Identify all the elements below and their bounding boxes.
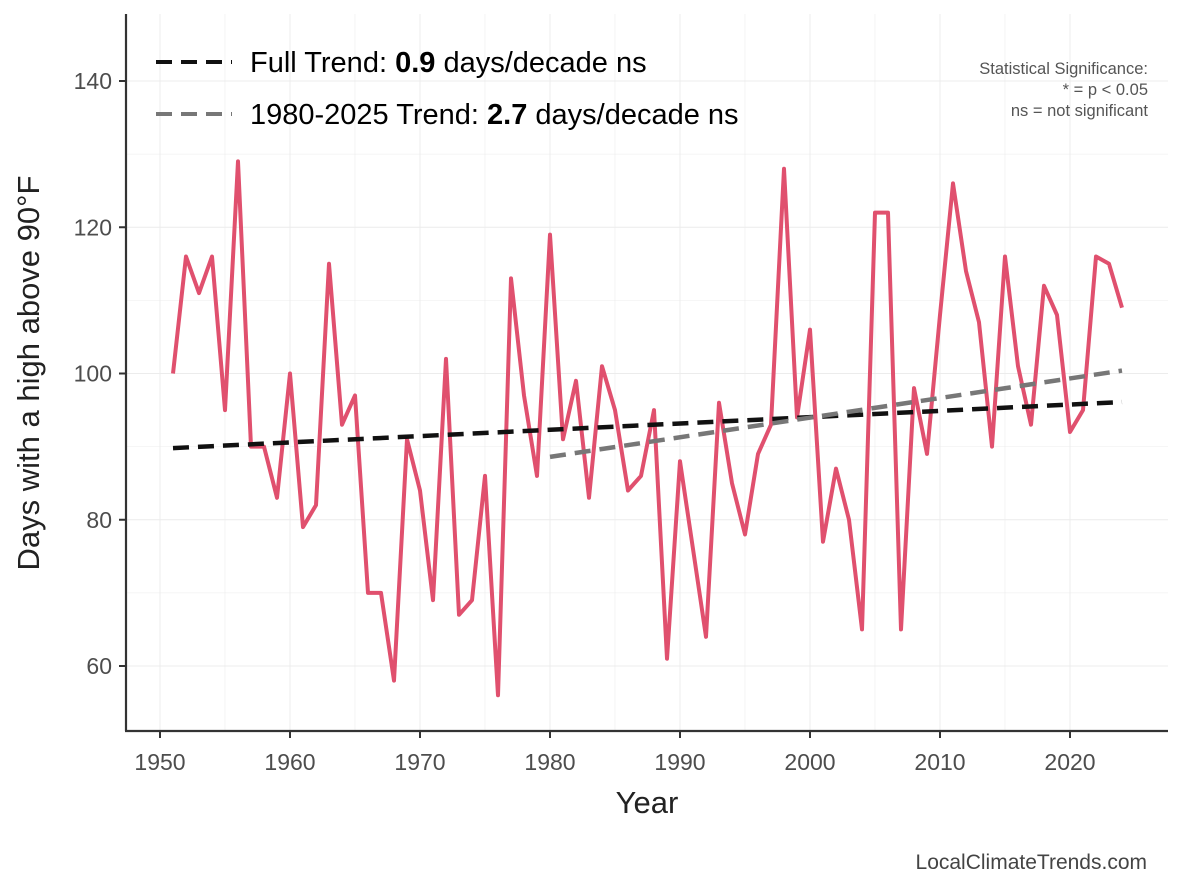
y-tick-label: 100 [74,361,112,387]
x-ticks: 1950 1960 1970 1980 1990 2000 2010 2020 [134,731,1096,775]
y-ticks: 60 80 100 120 140 [74,68,126,679]
x-tick-label: 2020 [1044,749,1095,775]
legend-label-recent: 1980-2025 Trend: 2.7 days/decade ns [250,99,739,131]
x-tick-label: 2010 [914,749,965,775]
significance-note-line2: ns = not significant [1011,102,1149,120]
x-tick-label: 1950 [134,749,185,775]
x-tick-label: 1970 [394,749,445,775]
trend-line-recent [549,368,1123,460]
legend-label-full: Full Trend: 0.9 days/decade ns [250,47,647,79]
y-tick-label: 60 [86,653,112,679]
significance-note-line1: * = p < 0.05 [1063,81,1148,99]
significance-note-title: Statistical Significance: [979,60,1148,78]
trend-line-full [172,399,1123,451]
legend: Full Trend: 0.9 days/decade ns 1980-2025… [156,47,739,131]
y-tick-label: 80 [86,507,112,533]
y-tick-label: 120 [74,214,112,240]
y-tick-label: 140 [74,68,112,94]
x-axis-title: Year [616,785,679,820]
credit-text: LocalClimateTrends.com [916,851,1147,874]
significance-note: Statistical Significance: * = p < 0.05 n… [979,60,1148,120]
gridlines [127,14,1168,730]
data-series-line [171,159,1124,698]
x-tick-label: 1990 [654,749,705,775]
trend-lines [172,368,1123,460]
x-tick-label: 1960 [264,749,315,775]
y-axis-title: Days with a high above 90°F [11,176,46,571]
x-tick-label: 2000 [784,749,835,775]
x-tick-label: 1980 [524,749,575,775]
